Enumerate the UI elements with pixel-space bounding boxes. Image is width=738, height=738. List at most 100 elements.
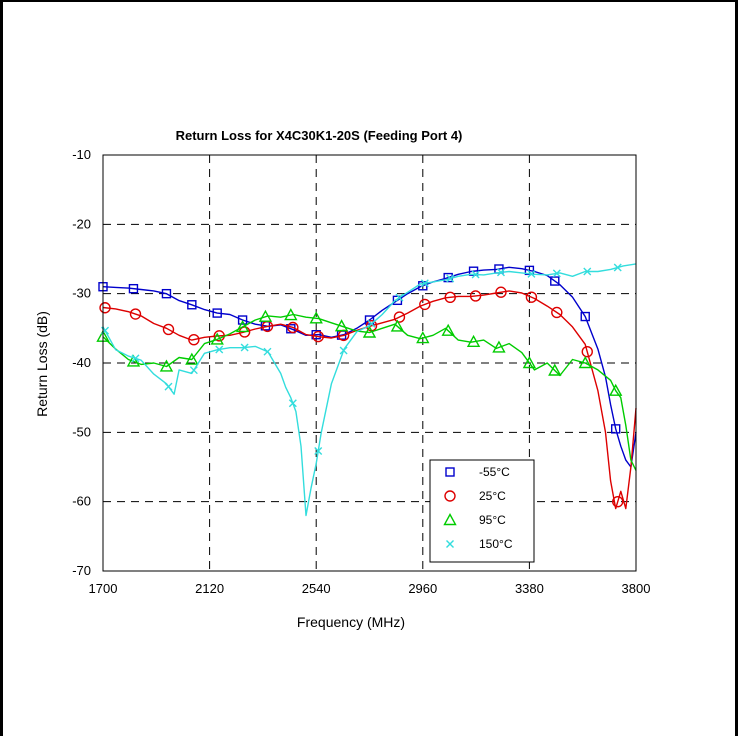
y-tick-label: -30: [72, 286, 91, 301]
data-point: [527, 269, 536, 278]
data-point: [444, 291, 456, 304]
legend: -55°C 25°C 95°C 150°C: [429, 459, 535, 563]
data-point: [334, 319, 349, 332]
data-point: [550, 276, 560, 286]
y-tick-label: -10: [72, 147, 91, 162]
data-point: [314, 447, 323, 456]
data-point: [551, 306, 563, 319]
data-point: [419, 298, 431, 311]
data-point: [367, 319, 376, 328]
data-point: [164, 382, 173, 391]
data-point: [609, 383, 623, 396]
data-point: [210, 332, 224, 345]
data-point: [162, 323, 175, 336]
x-tick-label: 3800: [622, 581, 651, 596]
legend-label: 150°C: [479, 537, 513, 551]
data-point: [240, 343, 249, 352]
data-point: [362, 325, 377, 338]
data-point: [287, 321, 299, 334]
legend-marker: [445, 467, 455, 477]
series-line: [102, 313, 637, 471]
data-point: [613, 263, 622, 272]
data-point: [309, 311, 323, 324]
data-point: [578, 356, 592, 369]
data-point: [99, 302, 111, 314]
data-point: [466, 334, 481, 347]
data-point: [496, 268, 505, 277]
legend-box: [429, 459, 535, 563]
data-point: [446, 274, 455, 283]
data-point: [581, 346, 593, 358]
legend-label: 95°C: [479, 513, 506, 527]
data-point: [212, 308, 222, 318]
data-point: [128, 283, 139, 294]
data-point: [492, 340, 506, 353]
return-loss-chart: Return Loss for X4C30K1-20S (Feeding Por…: [34, 128, 650, 630]
data-point: [469, 290, 482, 302]
x-tick-label: 2540: [302, 581, 331, 596]
data-point: [311, 330, 321, 340]
series-layer: [96, 263, 637, 517]
data-point: [215, 345, 224, 354]
x-tick-label: 2960: [408, 581, 437, 596]
data-point: [126, 354, 141, 367]
legend-label: 25°C: [479, 489, 506, 503]
y-tick-label: -60: [72, 494, 91, 509]
data-point: [495, 286, 507, 298]
x-axis-label: Frequency (MHz): [297, 614, 405, 630]
data-point: [161, 288, 172, 299]
data-point: [393, 311, 406, 323]
data-point: [390, 319, 405, 332]
y-tick-label: -40: [72, 355, 91, 370]
x-tick-label: 3380: [515, 581, 544, 596]
y-tick-label: -70: [72, 563, 91, 578]
data-point: [468, 266, 479, 276]
legend-marker: [446, 540, 454, 548]
data-point: [471, 270, 480, 279]
chart-title: Return Loss for X4C30K1-20S (Feeding Por…: [176, 128, 463, 143]
series-4: [101, 263, 637, 517]
data-point: [580, 311, 590, 322]
legend-label: -55°C: [479, 465, 510, 479]
data-point: [288, 399, 297, 408]
x-tick-label: 2120: [195, 581, 224, 596]
data-point: [420, 279, 429, 288]
tick-labels: 1700 2120 2540 2960 3380 3800 -70 -60 -50 -40 -30 -…: [72, 147, 650, 596]
data-point: [235, 319, 250, 333]
data-point: [522, 356, 537, 369]
data-point: [525, 291, 538, 303]
legend-entry: -55°C: [445, 465, 510, 479]
data-point: [441, 323, 455, 336]
data-point: [610, 424, 621, 434]
legend-entry: 95°C: [443, 513, 506, 527]
data-point: [131, 354, 140, 363]
x-tick-label: 1700: [89, 581, 118, 596]
data-point: [284, 308, 298, 321]
series-3: [96, 308, 637, 471]
series-line: [102, 263, 637, 517]
data-point: [189, 366, 198, 375]
data-point: [583, 267, 592, 276]
data-point: [129, 308, 142, 320]
legend-entry: 150°C: [446, 537, 513, 551]
legend-marker: [443, 513, 457, 526]
data-point: [339, 346, 348, 355]
series-line: [102, 266, 637, 468]
legend-entry: 25°C: [444, 489, 506, 503]
data-point: [395, 293, 404, 302]
data-point: [187, 300, 197, 310]
data-point: [188, 333, 200, 346]
data-point: [159, 359, 174, 372]
data-point: [552, 269, 561, 278]
data-point: [237, 315, 248, 325]
data-point: [612, 495, 624, 508]
data-point: [185, 352, 199, 365]
grid: [103, 155, 636, 571]
y-tick-label: -20: [72, 216, 91, 231]
data-point: [312, 330, 324, 343]
data-point: [258, 309, 273, 322]
data-point: [416, 331, 430, 344]
data-point: [548, 363, 562, 376]
y-axis-label: Return Loss (dB): [34, 311, 50, 417]
